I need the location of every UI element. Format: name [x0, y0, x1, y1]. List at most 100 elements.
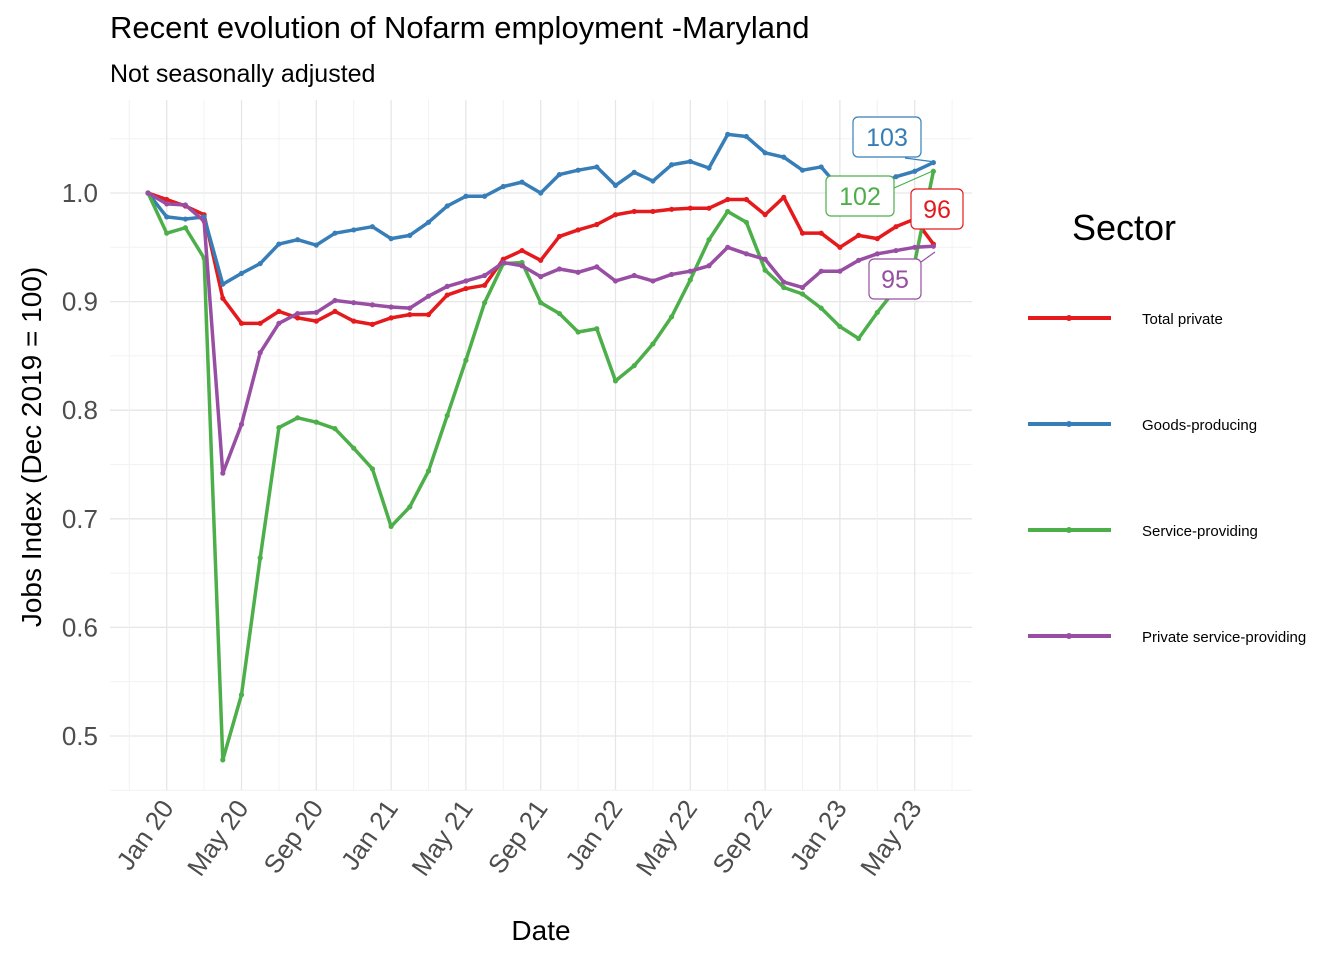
data-point — [650, 341, 656, 347]
x-tick-label: Jan 20 — [110, 794, 179, 875]
data-point — [276, 424, 282, 431]
data-point — [687, 277, 693, 283]
data-point — [182, 202, 188, 208]
data-point — [388, 236, 394, 242]
data-point — [799, 167, 806, 173]
data-point — [575, 167, 581, 173]
end-labels: 96 103 102 95 — [825, 116, 964, 300]
data-point — [556, 310, 563, 317]
data-point — [706, 165, 712, 171]
y-tick-label: 0.5 — [62, 721, 98, 751]
data-point — [856, 232, 862, 238]
data-point — [837, 244, 843, 250]
data-point — [313, 242, 319, 248]
data-point — [388, 315, 394, 321]
chart-subtitle: Not seasonally adjusted — [110, 60, 376, 88]
data-point — [594, 326, 600, 332]
data-point — [425, 468, 432, 474]
end-label-text: 103 — [866, 124, 908, 152]
end-label-text: 102 — [839, 183, 881, 211]
data-point — [725, 131, 731, 137]
data-point — [388, 523, 394, 530]
data-point — [444, 283, 450, 289]
data-point — [669, 271, 675, 278]
legend-item-total-private: Total private — [1028, 311, 1223, 328]
data-point — [482, 193, 488, 199]
data-point — [425, 293, 432, 299]
label-box — [868, 258, 922, 300]
y-axis: 0.5 0.6 0.7 0.8 0.9 1.0 — [62, 178, 98, 751]
legend-label: Total private — [1142, 311, 1223, 328]
data-point — [650, 208, 656, 215]
legend-item-private-service-providing: Private service-providing — [1028, 629, 1306, 646]
legend-point — [1066, 527, 1072, 533]
x-tick-label: May 21 — [405, 794, 478, 881]
data-point — [706, 237, 712, 243]
data-point — [164, 214, 170, 220]
data-point — [257, 350, 263, 356]
data-point — [463, 285, 469, 292]
data-point — [781, 194, 787, 200]
data-point — [762, 267, 768, 273]
data-point — [388, 304, 394, 310]
data-point — [725, 244, 731, 250]
data-point — [369, 466, 375, 472]
legend: Sector Total private Goods-producing Servi… — [1028, 207, 1306, 646]
data-point — [295, 415, 301, 421]
legend-item-service-providing: Service-providing — [1028, 523, 1258, 540]
data-point — [874, 309, 880, 316]
y-tick-label: 1.0 — [62, 178, 98, 208]
end-label-text: 95 — [881, 266, 909, 294]
data-point — [257, 555, 263, 561]
data-point — [425, 219, 432, 225]
data-point — [818, 230, 824, 236]
series-private-service-providing — [145, 190, 937, 476]
data-point — [762, 212, 768, 218]
legend-title: Sector — [1072, 207, 1176, 248]
data-point — [762, 256, 768, 262]
label-box — [852, 116, 922, 158]
data-point — [725, 208, 731, 215]
data-point — [799, 284, 806, 291]
end-label-103: 103 — [852, 116, 936, 163]
label-box — [910, 188, 964, 230]
data-point — [313, 318, 319, 324]
legend-point — [1066, 633, 1072, 639]
data-point — [874, 251, 880, 257]
legend-point — [1066, 421, 1072, 427]
data-point — [687, 205, 693, 211]
data-point — [351, 318, 357, 324]
x-tick-label: Sep 22 — [706, 794, 778, 879]
data-point — [669, 314, 675, 320]
data-point — [575, 227, 581, 233]
end-label-95: 95 — [868, 251, 936, 300]
data-point — [706, 205, 712, 211]
data-point — [874, 236, 880, 242]
data-point — [612, 212, 619, 218]
data-point — [220, 295, 226, 301]
legend-item-goods-producing: Goods-producing — [1028, 417, 1257, 434]
data-point — [631, 208, 637, 215]
data-point — [238, 320, 245, 326]
data-point — [631, 272, 637, 279]
data-point — [856, 335, 862, 342]
x-axis-title: Date — [511, 915, 570, 946]
data-point — [930, 243, 937, 249]
data-point — [351, 227, 357, 233]
data-point — [612, 378, 619, 384]
data-point — [201, 218, 207, 224]
data-point — [799, 291, 806, 297]
data-point — [650, 278, 656, 284]
data-point — [519, 263, 525, 269]
data-point — [295, 237, 301, 243]
data-point — [220, 757, 226, 763]
data-point — [556, 266, 563, 272]
label-box — [825, 175, 895, 217]
data-point — [369, 302, 375, 308]
x-axis: Jan 20 May 20 Sep 20 Jan 21 May 21 Sep 21 Jan … — [110, 794, 927, 881]
x-tick-label: May 22 — [630, 794, 703, 881]
data-point — [164, 201, 170, 207]
data-point — [164, 230, 170, 236]
data-point — [612, 278, 619, 284]
